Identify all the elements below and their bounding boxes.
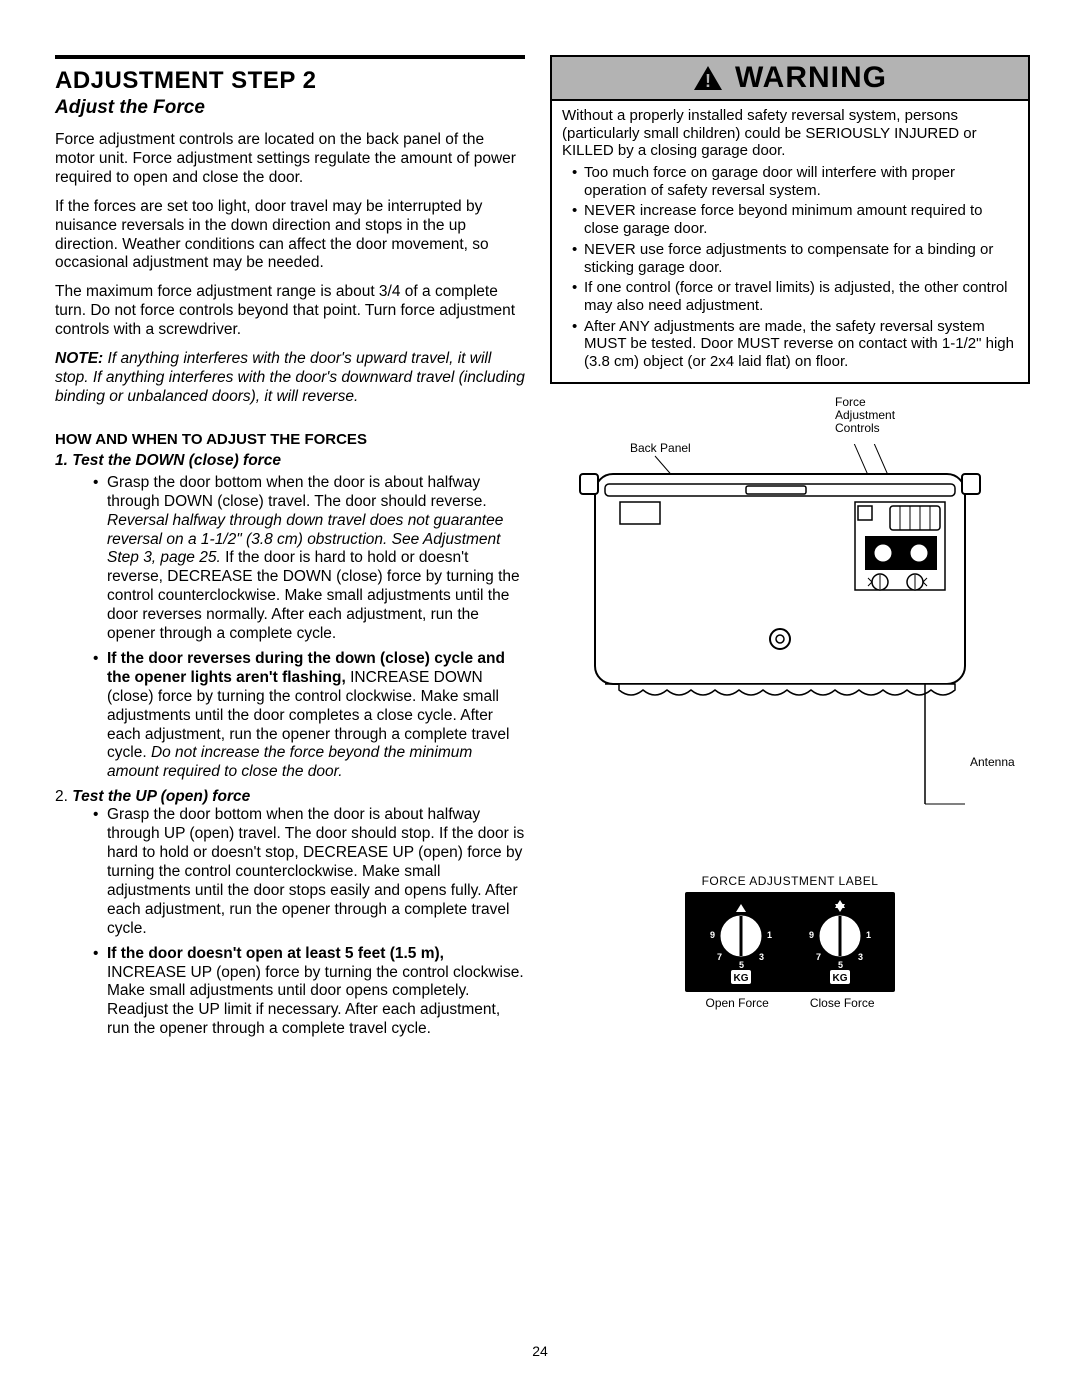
warning-label: WARNING bbox=[735, 61, 887, 95]
warning-header: ! WARNING bbox=[552, 57, 1028, 101]
motor-svg bbox=[550, 444, 1010, 824]
intro-para-3: The maximum force adjustment range is ab… bbox=[55, 283, 525, 340]
open-force-dial: 1 3 5 7 9 KG bbox=[695, 896, 787, 988]
test1-bullets: Grasp the door bottom when the door is a… bbox=[55, 474, 525, 783]
note-paragraph: NOTE: If anything interferes with the do… bbox=[55, 350, 525, 407]
force-adjustment-label: FORCE ADJUSTMENT LABEL 1 3 5 7 9 KG bbox=[550, 874, 1030, 1010]
warning-intro: Without a properly installed safety reve… bbox=[562, 107, 1018, 160]
test2-bullets: Grasp the door bottom when the door is a… bbox=[55, 806, 525, 1039]
back-panel-label: Back Panel bbox=[630, 442, 691, 455]
svg-text:7: 7 bbox=[717, 952, 722, 962]
test2-bullet-2: If the door doesn't open at least 5 feet… bbox=[93, 945, 525, 1040]
test2-heading-row: 2. Test the UP (open) force bbox=[55, 788, 525, 806]
test1-bullet-1: Grasp the door bottom when the door is a… bbox=[93, 474, 525, 644]
test2-prefix: 2. bbox=[55, 788, 72, 805]
intro-para-1: Force adjustment controls are located on… bbox=[55, 131, 525, 188]
svg-text:1: 1 bbox=[767, 930, 772, 940]
dial-box: 1 3 5 7 9 KG 1 3 5 7 9 bbox=[685, 892, 895, 992]
note-text: If anything interferes with the door's u… bbox=[55, 350, 525, 405]
svg-text:9: 9 bbox=[710, 930, 715, 940]
top-rule bbox=[55, 55, 525, 59]
note-label: NOTE: bbox=[55, 350, 103, 367]
svg-text:1: 1 bbox=[866, 930, 871, 940]
warning-box: ! WARNING Without a properly installed s… bbox=[550, 55, 1030, 384]
warning-item: If one control (force or travel limits) … bbox=[572, 279, 1018, 314]
warning-item: NEVER increase force beyond minimum amou… bbox=[572, 202, 1018, 237]
open-force-caption: Open Force bbox=[705, 996, 768, 1010]
step-title: ADJUSTMENT STEP 2 bbox=[55, 67, 525, 95]
page-number: 24 bbox=[0, 1343, 1080, 1359]
fal-title: FORCE ADJUSTMENT LABEL bbox=[550, 874, 1030, 888]
svg-text:3: 3 bbox=[759, 952, 764, 962]
warning-icon: ! bbox=[693, 65, 723, 91]
close-force-dial: 1 3 5 7 9 KG bbox=[794, 896, 886, 988]
test1-bullet-2: If the door reverses during the down (cl… bbox=[93, 650, 525, 782]
svg-text:3: 3 bbox=[858, 952, 863, 962]
test1-heading: 1. Test the DOWN (close) force bbox=[55, 452, 525, 470]
svg-text:5: 5 bbox=[838, 960, 843, 970]
warning-item: Too much force on garage door will inter… bbox=[572, 164, 1018, 199]
force-controls-label: ForceAdjustmentControls bbox=[835, 396, 895, 436]
svg-text:KG: KG bbox=[832, 973, 847, 984]
svg-text:!: ! bbox=[705, 71, 711, 91]
svg-text:5: 5 bbox=[739, 960, 744, 970]
antenna-label: Antenna bbox=[970, 756, 1015, 769]
test2-bullet-1: Grasp the door bottom when the door is a… bbox=[93, 806, 525, 938]
motor-diagram: ForceAdjustmentControls Back Panel bbox=[550, 444, 1030, 824]
intro-para-2: If the forces are set too light, door tr… bbox=[55, 198, 525, 274]
left-column: ADJUSTMENT STEP 2 Adjust the Force Force… bbox=[55, 55, 525, 1045]
warning-item: After ANY adjustments are made, the safe… bbox=[572, 318, 1018, 371]
how-when-heading: HOW AND WHEN TO ADJUST THE FORCES bbox=[55, 431, 525, 448]
svg-text:7: 7 bbox=[816, 952, 821, 962]
test2-heading: Test the UP (open) force bbox=[72, 788, 250, 805]
warning-item: NEVER use force adjustments to compensat… bbox=[572, 241, 1018, 276]
warning-body: Without a properly installed safety reve… bbox=[552, 101, 1028, 382]
svg-text:9: 9 bbox=[809, 930, 814, 940]
warning-list: Too much force on garage door will inter… bbox=[562, 164, 1018, 371]
right-column: ! WARNING Without a properly installed s… bbox=[550, 55, 1030, 1045]
svg-text:KG: KG bbox=[733, 973, 748, 984]
step-subtitle: Adjust the Force bbox=[55, 97, 525, 119]
close-force-caption: Close Force bbox=[810, 996, 875, 1010]
dial-captions: Open Force Close Force bbox=[685, 996, 895, 1010]
